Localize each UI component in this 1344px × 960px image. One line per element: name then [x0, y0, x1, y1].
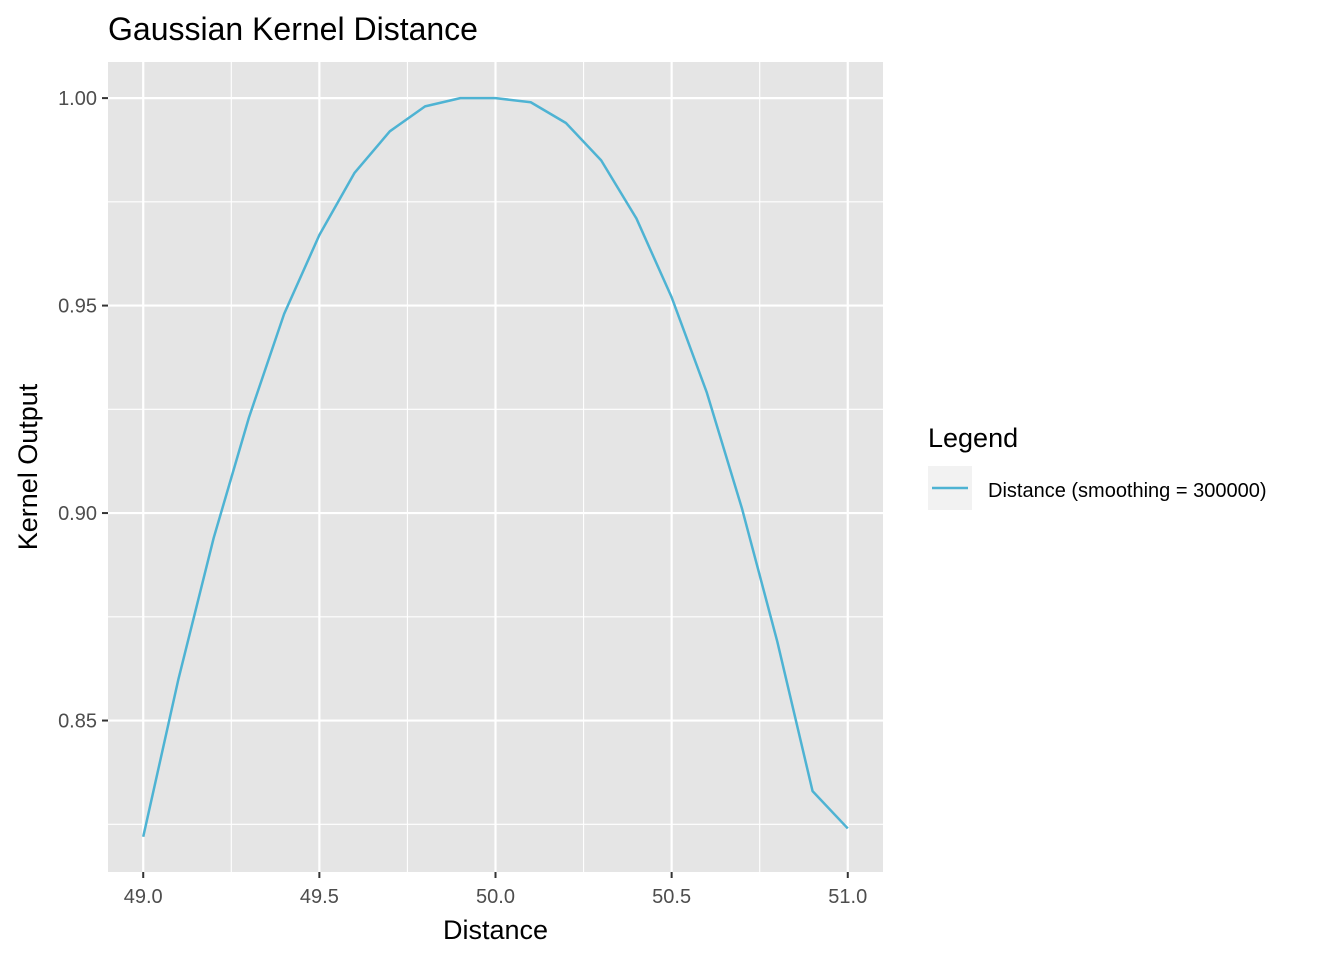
legend-label: Distance (smoothing = 300000) [988, 480, 1267, 502]
y-axis-title: Kernel Output [13, 383, 43, 550]
chart-title: Gaussian Kernel Distance [108, 11, 478, 47]
legend-title: Legend [928, 423, 1018, 453]
x-tick-label: 50.5 [652, 886, 691, 908]
y-tick-label: 0.95 [58, 296, 97, 318]
x-axis-title: Distance [443, 915, 548, 945]
x-tick-label: 49.5 [300, 886, 339, 908]
x-axis: 49.0 49.5 50.0 50.5 51.0 [124, 872, 867, 908]
legend: Legend Distance (smoothing = 300000) [928, 423, 1267, 510]
series-line [142, 96, 849, 838]
y-tick-label: 0.85 [58, 711, 97, 733]
y-axis: 0.85 0.90 0.95 1.00 [58, 88, 108, 733]
major-grid [108, 62, 883, 872]
x-tick-label: 49.0 [124, 886, 163, 908]
y-tick-label: 1.00 [58, 88, 97, 110]
series-layer [142, 96, 849, 838]
y-tick-label: 0.90 [58, 503, 97, 525]
x-tick-label: 50.0 [476, 886, 515, 908]
x-tick-label: 51.0 [828, 886, 867, 908]
